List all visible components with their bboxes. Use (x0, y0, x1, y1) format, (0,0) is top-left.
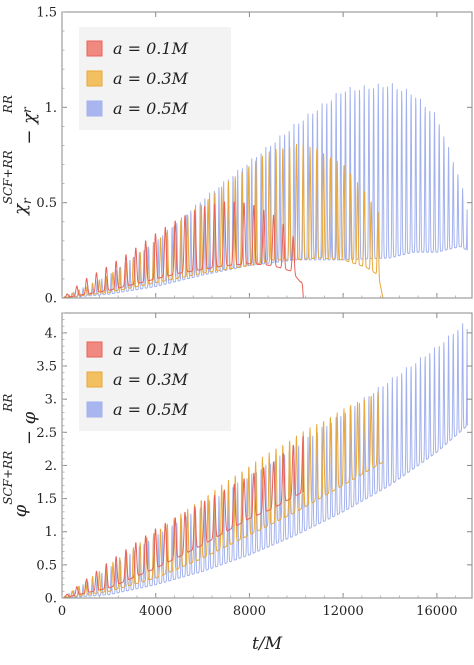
series-line-3 (62, 323, 468, 598)
legend-label: a = 0.3M (113, 69, 189, 88)
legend-label: a = 0.5M (113, 400, 189, 419)
legend-swatch (86, 40, 103, 57)
series-line-2 (62, 143, 384, 298)
legend-box (79, 27, 231, 130)
y-tick-label: 4. (45, 326, 57, 341)
legend-swatch (86, 371, 103, 388)
y-tick-label: 3.5 (36, 360, 57, 375)
legend-swatch (86, 100, 103, 117)
legend: a = 0.1M a = 0.3M a = 0.5M (79, 27, 231, 130)
x-tick-label: 12000 (322, 604, 363, 619)
panel-1: 0. 0.5 1. 1.5 χrSCF+RR − χrRR a = 0.1M a = 0.3… (1, 6, 473, 307)
legend-label: a = 0.1M (113, 39, 189, 58)
x-tick-label: 0 (58, 604, 66, 619)
x-tick-label: 4000 (139, 604, 172, 619)
y-tick-label: 1.5 (36, 492, 57, 507)
y-tick-label: 0.5 (36, 196, 57, 211)
y-tick-label: 0. (45, 592, 57, 607)
plot-frame (61, 312, 473, 599)
y-tick-label: 0. (45, 292, 57, 307)
x-tick-label: 16000 (416, 604, 457, 619)
series-line-1 (62, 201, 304, 298)
y-tick-label: 2.5 (36, 426, 57, 441)
panel-2: 0. 0.5 1. 1.5 2. 2.5 3. 3.5 4. 0 4000 8000 12000 1600… (1, 312, 473, 654)
y-axis-label: χrSCF+RR − χrRR (1, 95, 40, 217)
y-tick-label: 0.5 (36, 558, 57, 573)
legend-box (79, 328, 231, 431)
legend-swatch (86, 341, 103, 358)
legend-label: a = 0.5M (113, 99, 189, 118)
y-tick-label: 1. (45, 101, 57, 116)
x-axis-label: t/M (252, 634, 283, 654)
plot-frame (61, 11, 473, 299)
y-axis-label: φSCF+RR − φRR (1, 394, 40, 518)
plot-area (62, 323, 468, 598)
y-tick-label: 1. (45, 525, 57, 540)
y-tick-label: 1.5 (36, 6, 57, 21)
legend-label: a = 0.1M (113, 340, 189, 359)
legend-swatch (86, 70, 103, 87)
legend: a = 0.1M a = 0.3M a = 0.5M (79, 328, 231, 431)
x-tick-label: 8000 (233, 604, 266, 619)
series-line-1 (62, 435, 304, 598)
y-tick-label: 3. (45, 393, 57, 408)
plot-area (62, 83, 468, 298)
y-tick-label: 2. (45, 459, 57, 474)
legend-swatch (86, 401, 103, 418)
legend-label: a = 0.3M (113, 370, 189, 389)
